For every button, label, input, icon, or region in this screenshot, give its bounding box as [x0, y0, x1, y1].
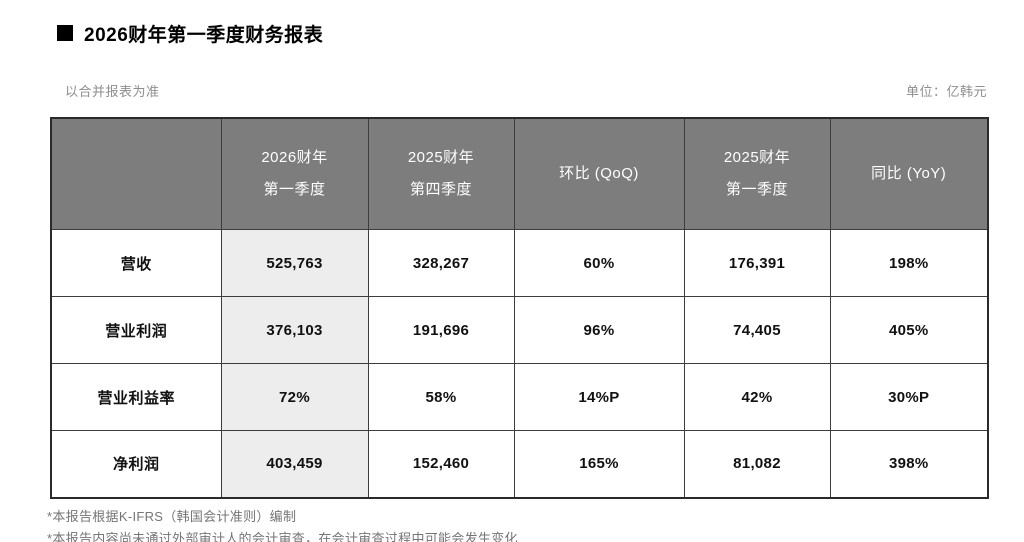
table-cell: 191,696: [367, 296, 515, 364]
table-cell: 72%: [220, 363, 369, 431]
table-header-row: 2026财年 第一季度 2025财年 第四季度 环比 (QoQ) 2025财年 …: [50, 117, 989, 230]
table-row-revenue: 营收 525,763 328,267 60% 176,391 198%: [50, 229, 989, 297]
footnote-audit: *本报告内容尚未通过外部审计人的会计审查，在会计审查过程中可能会发生变化: [47, 530, 518, 542]
table-cell: 376,103: [220, 296, 369, 364]
report-page: 2026财年第一季度财务报表 以合并报表为准 单位：亿韩元 2026财年 第一季…: [0, 20, 1024, 542]
table-cell: 405%: [829, 296, 989, 364]
row-label: 营收: [50, 229, 222, 297]
column-header-fy2025-q1: 2025财年 第一季度: [683, 117, 831, 230]
table-cell: 60%: [513, 229, 685, 297]
column-header-fy2025-q4: 2025财年 第四季度: [367, 117, 515, 230]
column-header-fy2026-q1: 2026财年 第一季度: [220, 117, 369, 230]
table-cell: 398%: [829, 430, 989, 498]
table-cell: 81,082: [683, 430, 831, 498]
table-row-net-profit: 净利润 403,459 152,460 165% 81,082 398%: [50, 430, 989, 498]
row-label: 营业利润: [50, 296, 222, 364]
table-cell: 30%P: [829, 363, 989, 431]
row-label: 净利润: [50, 430, 222, 498]
financial-results-table: 2026财年 第一季度 2025财年 第四季度 环比 (QoQ) 2025财年 …: [50, 117, 989, 499]
black-square-icon: [57, 25, 73, 41]
table-cell: 58%: [367, 363, 515, 431]
table-cell: 74,405: [683, 296, 831, 364]
table-row-operating-margin: 营业利益率 72% 58% 14%P 42% 30%P: [50, 363, 989, 431]
page-title: 2026财年第一季度财务报表: [84, 24, 324, 46]
report-title-row: 2026财年第一季度财务报表: [57, 20, 1024, 46]
table-cell: 42%: [683, 363, 831, 431]
footnote-kifrs: *本报告根据K-IFRS（韩国会计准则）编制: [47, 508, 297, 524]
consolidation-scope-note: 以合并报表为准: [65, 84, 160, 99]
table-row-operating-profit: 营业利润 376,103 191,696 96% 74,405 405%: [50, 296, 989, 364]
table-cell: 165%: [513, 430, 685, 498]
table-cell: 96%: [513, 296, 685, 364]
table-cell: 198%: [829, 229, 989, 297]
meta-row: 以合并报表为准 单位：亿韩元: [50, 83, 987, 100]
footnotes: *本报告根据K-IFRS（韩国会计准则）编制 *本报告内容尚未通过外部审计人的会…: [47, 506, 1024, 542]
table-cell: 403,459: [220, 430, 369, 498]
column-header-qoq: 环比 (QoQ): [513, 117, 685, 230]
column-header-blank: [50, 117, 222, 230]
column-header-yoy: 同比 (YoY): [829, 117, 989, 230]
table-cell: 525,763: [220, 229, 369, 297]
row-label: 营业利益率: [50, 363, 222, 431]
table-cell: 152,460: [367, 430, 515, 498]
table-cell: 328,267: [367, 229, 515, 297]
unit-label: 单位：亿韩元: [905, 84, 987, 99]
table-cell: 176,391: [683, 229, 831, 297]
table-cell: 14%P: [513, 363, 685, 431]
